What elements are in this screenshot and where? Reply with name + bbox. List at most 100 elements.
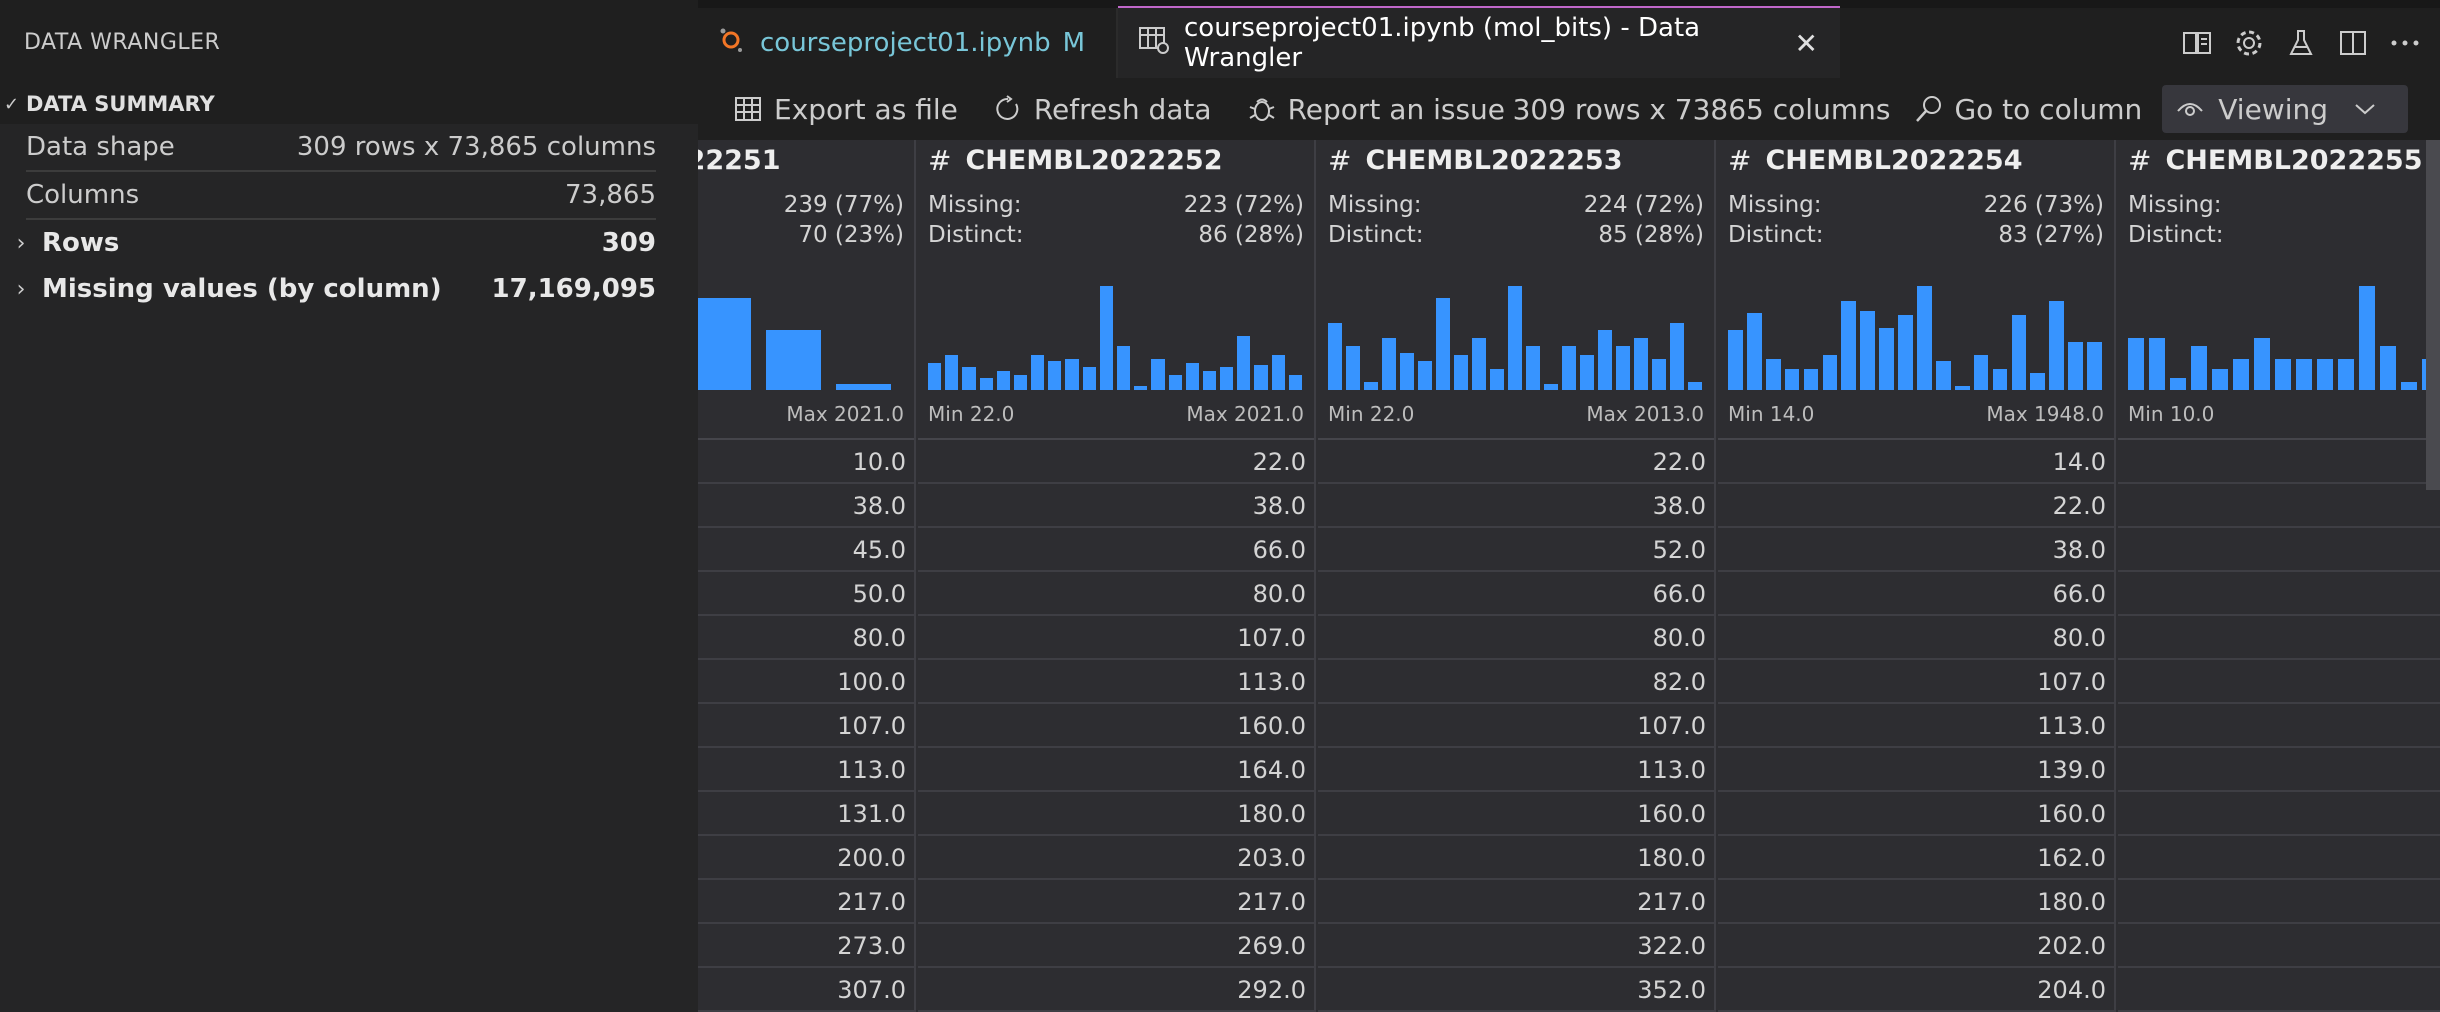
histogram-bar[interactable] xyxy=(1955,386,1970,390)
histogram[interactable] xyxy=(2128,284,2440,390)
column-name[interactable]: # CHEMBL2022252 xyxy=(928,144,1222,177)
histogram-bar[interactable] xyxy=(997,371,1010,390)
histogram-bar[interactable] xyxy=(2380,346,2396,390)
histogram-bar[interactable] xyxy=(1526,346,1540,390)
table-cell[interactable] xyxy=(2118,440,2440,484)
histogram-bar[interactable] xyxy=(1364,382,1378,390)
flask-icon[interactable] xyxy=(2286,28,2316,58)
histogram-bar[interactable] xyxy=(2359,286,2375,390)
table-cell[interactable]: 273.0 xyxy=(698,924,914,968)
histogram-bar[interactable] xyxy=(1237,336,1250,390)
table-cell[interactable]: 107.0 xyxy=(1718,660,2114,704)
histogram-bar[interactable] xyxy=(1418,361,1432,390)
histogram-bar[interactable] xyxy=(2087,342,2102,390)
table-cell[interactable]: 38.0 xyxy=(918,484,1314,528)
histogram-bar[interactable] xyxy=(980,378,993,390)
column-header[interactable]: # CHEMBL2022254 Missing: 226 (73%) Distinct:… xyxy=(1718,140,2114,440)
column-name[interactable]: #CHEMBL2022251 xyxy=(698,144,780,177)
histogram-bar[interactable] xyxy=(1747,313,1762,390)
table-cell[interactable]: 217.0 xyxy=(698,880,914,924)
histogram-bar[interactable] xyxy=(1804,369,1819,390)
go-to-column-button[interactable]: Go to column xyxy=(1914,93,2142,126)
table-cell[interactable]: 107.0 xyxy=(1318,704,1714,748)
table-cell[interactable]: 160.0 xyxy=(1318,792,1714,836)
histogram-bar[interactable] xyxy=(2149,338,2165,390)
histogram-bar[interactable] xyxy=(1652,359,1666,390)
table-cell[interactable]: 352.0 xyxy=(1318,968,1714,1012)
histogram-bar[interactable] xyxy=(2275,359,2291,390)
histogram-bar[interactable] xyxy=(2191,346,2207,390)
histogram-bar[interactable] xyxy=(2233,359,2249,390)
table-cell[interactable]: 160.0 xyxy=(918,704,1314,748)
table-cell[interactable]: 107.0 xyxy=(698,704,914,748)
table-cell[interactable]: 113.0 xyxy=(698,748,914,792)
table-cell[interactable]: 50.0 xyxy=(698,572,914,616)
table-cell[interactable]: 217.0 xyxy=(918,880,1314,924)
histogram-bar[interactable] xyxy=(1544,384,1558,390)
histogram-bar[interactable] xyxy=(1400,353,1414,390)
histogram-bar[interactable] xyxy=(2296,359,2312,390)
table-cell[interactable] xyxy=(2118,484,2440,528)
histogram-bar[interactable] xyxy=(1014,375,1027,390)
histogram-bar[interactable] xyxy=(2401,382,2417,390)
table-cell[interactable]: 113.0 xyxy=(918,660,1314,704)
table-cell[interactable] xyxy=(2118,836,2440,880)
histogram[interactable] xyxy=(698,284,904,390)
histogram-bar[interactable] xyxy=(1472,338,1486,390)
table-cell[interactable]: 38.0 xyxy=(698,484,914,528)
histogram-bar[interactable] xyxy=(1598,330,1612,390)
table-cell[interactable] xyxy=(2118,924,2440,968)
table-cell[interactable]: 38.0 xyxy=(1318,484,1714,528)
histogram-bar[interactable] xyxy=(1065,359,1078,390)
column-name[interactable]: # CHEMBL2022253 xyxy=(1328,144,1622,177)
table-cell[interactable] xyxy=(2118,748,2440,792)
histogram-bar[interactable] xyxy=(2170,378,2186,390)
table-cell[interactable]: 52.0 xyxy=(1318,528,1714,572)
histogram-bar[interactable] xyxy=(1766,359,1781,390)
histogram-bar[interactable] xyxy=(1289,375,1302,390)
histogram-bar[interactable] xyxy=(1974,355,1989,390)
histogram-bar[interactable] xyxy=(2030,373,2045,390)
histogram-bar[interactable] xyxy=(1508,286,1522,390)
table-cell[interactable]: 204.0 xyxy=(1718,968,2114,1012)
histogram-bar[interactable] xyxy=(2338,359,2354,390)
table-cell[interactable]: 66.0 xyxy=(918,528,1314,572)
table-cell[interactable]: 82.0 xyxy=(1318,660,1714,704)
table-cell[interactable]: 80.0 xyxy=(698,616,914,660)
table-cell[interactable]: 180.0 xyxy=(1718,880,2114,924)
table-cell[interactable]: 66.0 xyxy=(1718,572,2114,616)
table-cell[interactable]: 200.0 xyxy=(698,836,914,880)
histogram-bar[interactable] xyxy=(1936,361,1951,390)
mode-dropdown[interactable]: Viewing xyxy=(2162,85,2408,133)
histogram-bar[interactable] xyxy=(928,363,941,390)
table-cell[interactable]: 80.0 xyxy=(1718,616,2114,660)
close-icon[interactable]: ✕ xyxy=(1795,27,1818,60)
table-cell[interactable]: 10.0 xyxy=(698,440,914,484)
histogram-bar[interactable] xyxy=(945,355,958,390)
table-cell[interactable]: 38.0 xyxy=(1718,528,2114,572)
export-as-file-button[interactable]: Export as file xyxy=(734,93,958,126)
table-cell[interactable] xyxy=(2118,704,2440,748)
refresh-data-button[interactable]: Refresh data xyxy=(994,93,1212,126)
histogram-bar[interactable] xyxy=(1841,301,1856,390)
table-cell[interactable]: 292.0 xyxy=(918,968,1314,1012)
column-header[interactable]: # CHEMBL2022255 Missing:23 Distinct:7 Min 10… xyxy=(2118,140,2440,440)
histogram-bar[interactable] xyxy=(1728,330,1743,390)
table-cell[interactable]: 139.0 xyxy=(1718,748,2114,792)
histogram-bar[interactable] xyxy=(1860,311,1875,390)
table-cell[interactable]: 80.0 xyxy=(1318,616,1714,660)
more-actions-icon[interactable] xyxy=(2390,28,2420,58)
column-header[interactable]: #CHEMBL2022251 Missing:239 (77%) Distinct:… xyxy=(698,140,914,440)
histogram-bar[interactable] xyxy=(836,384,891,390)
histogram-bar[interactable] xyxy=(2128,338,2144,390)
table-cell[interactable]: 80.0 xyxy=(918,572,1314,616)
table-cell[interactable] xyxy=(2118,792,2440,836)
histogram-bar[interactable] xyxy=(766,330,821,390)
table-cell[interactable]: 322.0 xyxy=(1318,924,1714,968)
histogram[interactable] xyxy=(1328,284,1704,390)
histogram-bar[interactable] xyxy=(1616,346,1630,390)
histogram[interactable] xyxy=(1728,284,2104,390)
table-cell[interactable] xyxy=(2118,880,2440,924)
histogram-bar[interactable] xyxy=(1346,346,1360,390)
column-header[interactable]: # CHEMBL2022252 Missing: 223 (72%) Distinct:… xyxy=(918,140,1314,440)
